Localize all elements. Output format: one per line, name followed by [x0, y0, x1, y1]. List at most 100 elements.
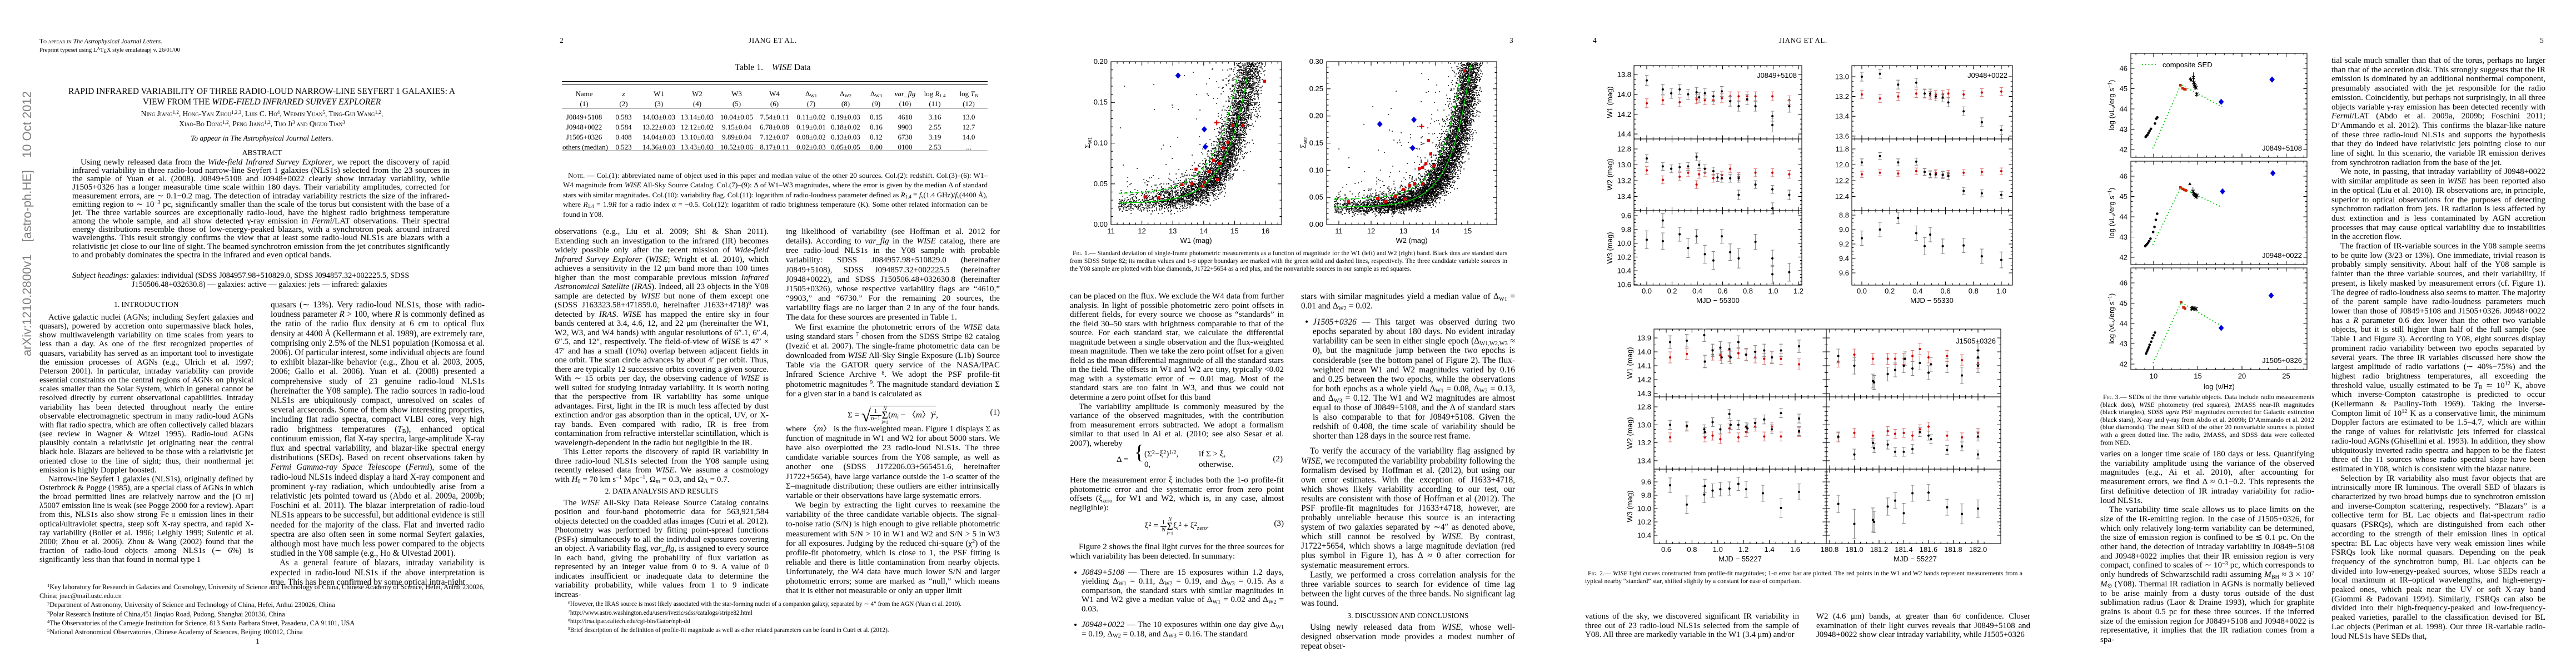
svg-text:9.2: 9.2: [1839, 240, 1849, 248]
svg-text:44: 44: [2120, 320, 2127, 328]
svg-text:42: 42: [2120, 146, 2127, 154]
svg-text:13.8: 13.8: [1617, 71, 1631, 79]
svg-text:43: 43: [2120, 340, 2127, 348]
svg-text:13.2: 13.2: [1637, 439, 1651, 447]
svg-text:11: 11: [1335, 227, 1343, 235]
svg-text:45: 45: [2120, 192, 2127, 201]
svg-text:12: 12: [1367, 227, 1375, 235]
svg-text:0.6: 0.6: [1661, 545, 1671, 554]
svg-text:12.2: 12.2: [1835, 177, 1849, 185]
svg-text:14.1: 14.1: [1637, 362, 1651, 370]
svg-text:13.4: 13.4: [1835, 112, 1849, 121]
svg-text:46: 46: [2120, 172, 2127, 181]
svg-text:12.0: 12.0: [1835, 161, 1849, 169]
svg-text:0.10: 0.10: [1094, 139, 1108, 147]
svg-text:20: 20: [2238, 372, 2246, 380]
svg-text:45: 45: [2120, 84, 2127, 93]
svg-text:1.2: 1.2: [1738, 545, 1748, 554]
svg-text:10.2: 10.2: [1637, 518, 1651, 526]
svg-text:25: 25: [2282, 372, 2290, 380]
svg-text:W3 (mag): W3 (mag): [1606, 232, 1614, 263]
svg-text:14.0: 14.0: [1637, 348, 1651, 356]
svg-text:13.2: 13.2: [1617, 177, 1631, 185]
svg-text:0.0: 0.0: [1642, 287, 1652, 295]
svg-text:W2 (mag): W2 (mag): [1626, 417, 1634, 449]
svg-text:13.0: 13.0: [1835, 73, 1849, 81]
svg-text:9.6: 9.6: [1641, 478, 1651, 486]
svg-text:0.8: 0.8: [1687, 545, 1697, 554]
svg-text:13: 13: [1169, 227, 1177, 235]
svg-text:1.0: 1.0: [1713, 545, 1723, 554]
svg-text:W1 (mag): W1 (mag): [1626, 347, 1634, 379]
svg-text:0.15: 0.15: [1309, 139, 1323, 147]
svg-text:43: 43: [2120, 125, 2127, 133]
svg-text:MJD − 55330: MJD − 55330: [1910, 296, 1954, 305]
svg-text:10: 10: [2150, 372, 2158, 380]
svg-text:0.4: 0.4: [1912, 287, 1922, 295]
svg-text:14: 14: [1432, 227, 1439, 235]
svg-text:0.2: 0.2: [1885, 287, 1895, 295]
svg-text:180.8: 180.8: [1821, 545, 1839, 554]
svg-text:13.0: 13.0: [1617, 161, 1631, 169]
svg-text:0.20: 0.20: [1309, 112, 1323, 120]
svg-text:MJD − 55300: MJD − 55300: [1696, 296, 1740, 305]
svg-text:10.0: 10.0: [1617, 239, 1631, 247]
svg-text:10.2: 10.2: [1617, 253, 1631, 261]
svg-text:W1 (mag): W1 (mag): [1606, 86, 1614, 118]
svg-text:14.3: 14.3: [1637, 390, 1651, 398]
svg-text:J1505+0326: J1505+0326: [1956, 337, 1996, 345]
svg-text:0.30: 0.30: [1309, 57, 1323, 66]
svg-text:0.2: 0.2: [1667, 287, 1677, 295]
svg-text:log (νLν/erg s−1): log (νLν/erg s−1): [2107, 188, 2116, 238]
svg-text:181.2: 181.2: [1870, 545, 1889, 554]
svg-text:13.4: 13.4: [1617, 192, 1631, 201]
svg-text:8.8: 8.8: [1839, 211, 1849, 220]
svg-text:12.8: 12.8: [1637, 403, 1651, 411]
svg-text:W2 (mag): W2 (mag): [1606, 158, 1614, 190]
svg-text:0.8: 0.8: [1743, 287, 1753, 295]
svg-text:43: 43: [2120, 233, 2127, 241]
svg-text:1.0: 1.0: [1996, 287, 2006, 295]
svg-text:MJD − 55227: MJD − 55227: [1718, 555, 1762, 563]
svg-text:0.20: 0.20: [1094, 57, 1108, 66]
svg-text:16: 16: [1262, 227, 1269, 235]
svg-text:composite SED: composite SED: [2163, 61, 2213, 69]
svg-text:0.0: 0.0: [1857, 287, 1867, 295]
svg-text:0.25: 0.25: [1309, 84, 1323, 93]
svg-text:46: 46: [2120, 64, 2127, 73]
svg-text:0.15: 0.15: [1094, 98, 1108, 106]
svg-text:46: 46: [2120, 279, 2127, 287]
svg-text:0.10: 0.10: [1309, 166, 1323, 174]
svg-text:12: 12: [1138, 227, 1145, 235]
svg-text:13: 13: [1399, 227, 1407, 235]
svg-text:0.05: 0.05: [1094, 180, 1108, 188]
svg-text:0.6: 0.6: [1717, 287, 1727, 295]
svg-text:0.6: 0.6: [1941, 287, 1951, 295]
svg-text:13.4: 13.4: [1637, 456, 1651, 465]
svg-text:0.8: 0.8: [1969, 287, 1979, 295]
svg-text:J1505+0326: J1505+0326: [2262, 356, 2302, 365]
svg-text:1.2: 1.2: [1793, 287, 1803, 295]
svg-text:1.4: 1.4: [1765, 545, 1775, 554]
svg-text:12.8: 12.8: [1617, 145, 1631, 153]
svg-text:182.0: 182.0: [1969, 545, 1987, 554]
svg-text:181.4: 181.4: [1895, 545, 1913, 554]
svg-text:181.0: 181.0: [1845, 545, 1864, 554]
svg-text:181.6: 181.6: [1920, 545, 1938, 554]
svg-text:13.6: 13.6: [1835, 132, 1849, 140]
svg-text:15: 15: [1464, 227, 1472, 235]
svg-text:14.2: 14.2: [1617, 110, 1631, 118]
svg-text:W2 (mag): W2 (mag): [1396, 236, 1427, 245]
svg-text:11.8: 11.8: [1836, 145, 1849, 153]
svg-text:42: 42: [2120, 360, 2127, 369]
svg-text:44: 44: [2120, 213, 2127, 221]
svg-text:9.6: 9.6: [1839, 269, 1849, 277]
svg-text:W3 (mag): W3 (mag): [1626, 490, 1634, 522]
svg-text:181.8: 181.8: [1944, 545, 1962, 554]
svg-text:0.05: 0.05: [1309, 193, 1323, 201]
svg-text:0.4: 0.4: [1692, 287, 1702, 295]
svg-text:J0849+5108: J0849+5108: [1757, 71, 1797, 79]
svg-text:ΣW1: ΣW1: [1083, 137, 1093, 148]
svg-text:11: 11: [1107, 227, 1115, 235]
svg-text:42: 42: [2120, 253, 2127, 262]
